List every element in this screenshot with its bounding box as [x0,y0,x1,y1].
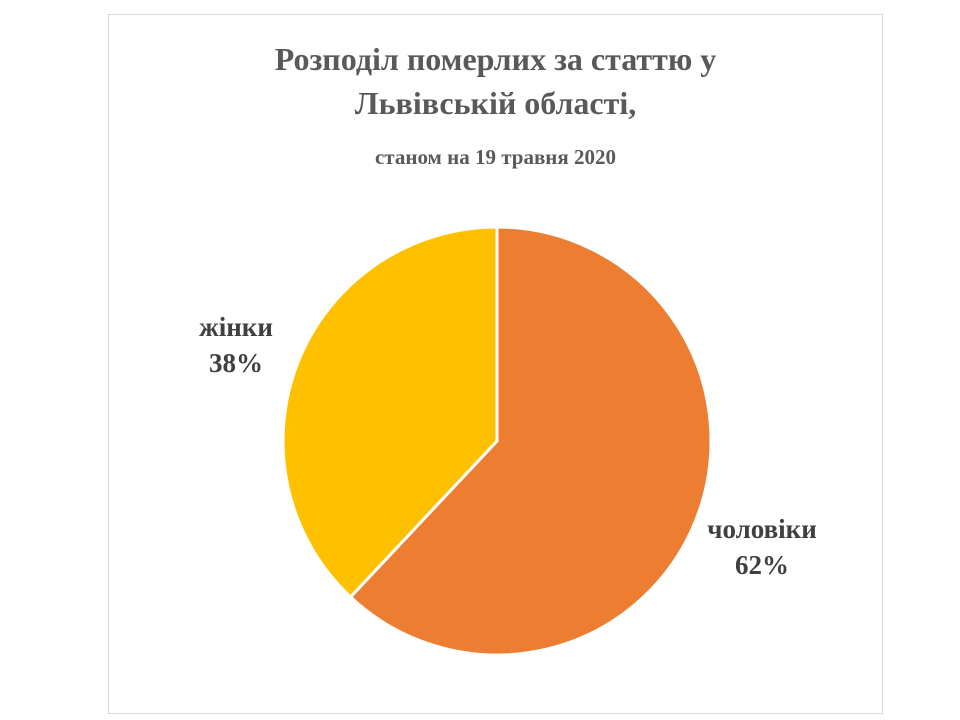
slice-percent-label-men: 62% [735,550,789,580]
pie-slice-men [348,225,713,657]
slice-category-label-women: жінки [199,312,273,342]
chart-subtitle: станом на 19 травня 2020 [374,145,617,169]
chart-title-line-1: Розподіл померлих за статтю у [274,41,717,77]
slice-category-label-men: чоловіки [707,514,817,544]
slice-percent-label-women: 38% [209,348,263,378]
pie-slice-women [281,225,499,600]
chart-title-line-2: Львівській області, [354,85,637,121]
